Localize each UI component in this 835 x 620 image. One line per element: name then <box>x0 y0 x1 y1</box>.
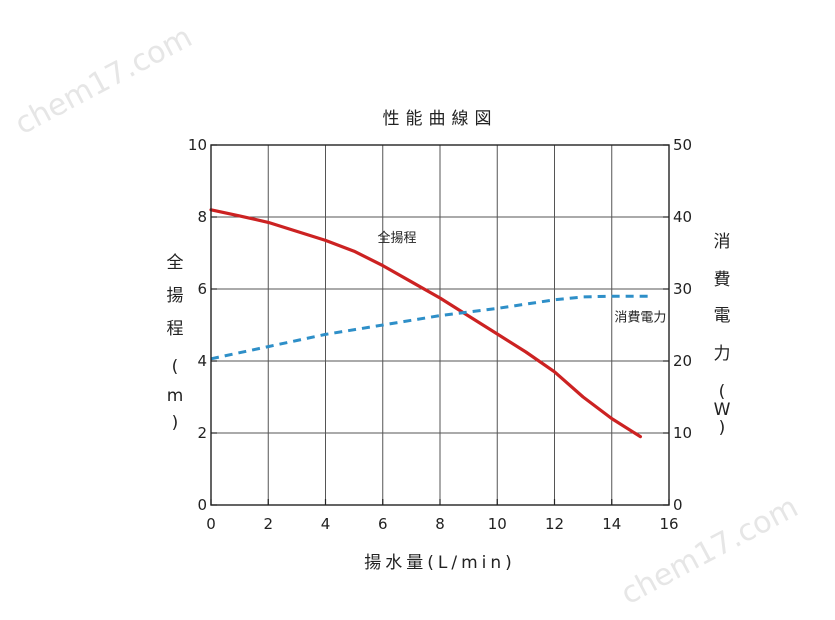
annotation-power: 消費電力 <box>614 310 666 325</box>
y-right-tick-label: 40 <box>673 208 692 226</box>
x-tick-label: 8 <box>435 515 445 533</box>
labels: 性能曲線図 揚水量(L/min) 0 2 4 6 8 10 12 14 160246810010… <box>167 109 731 573</box>
series-line-head <box>209 208 643 439</box>
y-left-label-char: 全 <box>167 253 184 273</box>
y-right-label-char: 力 <box>714 344 731 364</box>
x-tick-label: 14 <box>602 515 621 533</box>
y-right-label-char: ) <box>719 418 726 438</box>
grid <box>211 145 669 505</box>
x-tick-label: 10 <box>488 515 507 533</box>
x-tick-label: 2 <box>263 515 273 533</box>
y-left-tick-label: 8 <box>197 208 207 226</box>
watermark-top: chem17.com <box>9 20 198 142</box>
y-right-label-char: ( <box>719 382 726 402</box>
y-right-tick-label: 50 <box>673 136 692 154</box>
y-right-label-char: 消 <box>714 232 731 252</box>
y-right-label-char: W <box>714 400 731 420</box>
y-right-tick-label: 0 <box>673 496 683 514</box>
series-layer <box>209 208 649 439</box>
x-tick-label: 16 <box>659 515 678 533</box>
x-tick-label: 12 <box>545 515 564 533</box>
x-tick-label: 0 <box>206 515 216 533</box>
y-right-tick-label: 30 <box>673 280 692 298</box>
y-right-label-char: 電 <box>714 306 731 326</box>
watermark-bottom: chem17.com <box>615 490 804 612</box>
y-right-tick-label: 10 <box>673 424 692 442</box>
y-left-tick-label: 2 <box>197 424 207 442</box>
y-left-label-char: ) <box>172 413 179 433</box>
y-right-tick-label: 20 <box>673 352 692 370</box>
x-tick-label: 6 <box>378 515 388 533</box>
y-left-tick-label: 4 <box>197 352 207 370</box>
series-line-power <box>210 294 649 361</box>
annotation-head: 全揚程 <box>378 230 417 246</box>
y-left-tick-label: 0 <box>197 496 207 514</box>
axes <box>210 144 670 506</box>
x-axis-label: 揚水量(L/min) <box>364 553 516 573</box>
chart-title: 性能曲線図 <box>383 109 498 129</box>
y-left-tick-label: 6 <box>197 280 207 298</box>
y-left-label-char: m <box>167 386 184 406</box>
y-left-label-char: ( <box>172 357 179 377</box>
x-tick-label: 4 <box>321 515 331 533</box>
y-right-label-char: 費 <box>714 270 731 290</box>
y-left-label-char: 程 <box>167 319 184 339</box>
y-left-label-char: 揚 <box>167 286 184 306</box>
y-left-tick-label: 10 <box>188 136 207 154</box>
